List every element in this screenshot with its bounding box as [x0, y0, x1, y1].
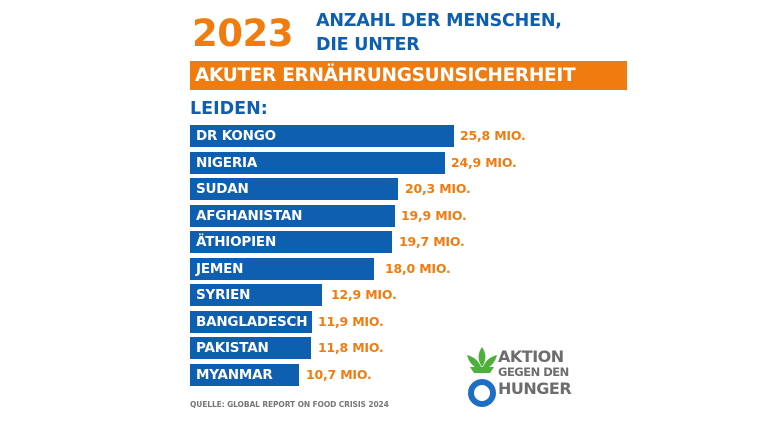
subtitle-line-2: DIE UNTER: [316, 35, 420, 55]
bar-value: 11,8 MIO.: [318, 340, 384, 355]
bar-value: 10,7 MIO.: [306, 367, 372, 382]
bar-value: 25,8 MIO.: [460, 128, 526, 143]
bar: MYANMAR: [190, 364, 299, 386]
bar-value: 19,7 MIO.: [399, 234, 465, 249]
source-note: QUELLE: GLOBAL REPORT ON FOOD CRISIS 202…: [190, 400, 389, 409]
bar-value: 24,9 MIO.: [451, 155, 517, 170]
bar-value: 20,3 MIO.: [405, 181, 471, 196]
leaf-drop-icon: [467, 347, 497, 407]
bar-value: 18,0 MIO.: [385, 261, 451, 276]
bar: PAKISTAN: [190, 337, 311, 359]
bar: ÄTHIOPIEN: [190, 231, 392, 253]
aktion-gegen-den-hunger-logo: AKTION GEGEN DEN HUNGER: [466, 345, 596, 413]
year-heading: 2023: [192, 12, 293, 55]
bar-value: 19,9 MIO.: [401, 208, 467, 223]
bar: AFGHANISTAN: [190, 205, 395, 227]
logo-line-2: GEGEN DEN: [498, 365, 569, 379]
bar: SYRIEN: [190, 284, 322, 306]
bar: BANGLADESCH: [190, 311, 312, 333]
logo-text: AKTION GEGEN DEN HUNGER: [498, 347, 572, 398]
bar: SUDAN: [190, 178, 398, 200]
bar: JEMEN: [190, 258, 374, 280]
subtitle-line-1: ANZAHL DER MENSCHEN,: [316, 11, 562, 31]
logo-line-1: AKTION: [498, 347, 564, 366]
bar: NIGERIA: [190, 152, 445, 174]
bar-value: 11,9 MIO.: [318, 314, 384, 329]
title-banner: AKUTER ERNÄHRUNGSUNSICHERHEIT: [190, 61, 627, 90]
logo-line-3: HUNGER: [498, 378, 572, 398]
bar: DR KONGO: [190, 125, 454, 147]
subtitle-line-3: LEIDEN:: [190, 99, 268, 119]
bar-value: 12,9 MIO.: [331, 287, 397, 302]
